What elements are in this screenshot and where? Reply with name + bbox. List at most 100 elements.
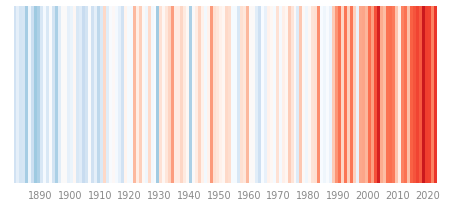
Bar bbox=[231, 6, 234, 183]
Bar bbox=[148, 6, 151, 183]
Bar bbox=[315, 6, 317, 183]
Bar bbox=[374, 6, 377, 183]
Bar bbox=[189, 6, 192, 183]
Text: 1890: 1890 bbox=[28, 191, 53, 201]
Bar bbox=[293, 6, 297, 183]
Bar bbox=[350, 6, 353, 183]
Text: 1900: 1900 bbox=[58, 191, 82, 201]
Bar bbox=[103, 6, 106, 183]
Bar bbox=[368, 6, 371, 183]
Bar bbox=[70, 6, 73, 183]
Bar bbox=[25, 6, 28, 183]
Bar bbox=[398, 6, 401, 183]
Bar bbox=[246, 6, 249, 183]
Bar bbox=[410, 6, 413, 183]
Bar bbox=[198, 6, 201, 183]
Bar bbox=[91, 6, 94, 183]
Bar bbox=[416, 6, 418, 183]
Bar bbox=[264, 6, 267, 183]
Bar bbox=[273, 6, 276, 183]
Bar bbox=[19, 6, 22, 183]
Bar bbox=[267, 6, 270, 183]
Text: 1980: 1980 bbox=[296, 191, 321, 201]
Bar bbox=[377, 6, 380, 183]
Bar bbox=[124, 6, 127, 183]
Bar bbox=[320, 6, 323, 183]
Bar bbox=[32, 6, 34, 183]
Bar bbox=[389, 6, 392, 183]
Bar bbox=[306, 6, 308, 183]
Text: 1930: 1930 bbox=[147, 191, 172, 201]
Bar bbox=[139, 6, 142, 183]
Bar bbox=[433, 6, 436, 183]
Bar bbox=[407, 6, 410, 183]
Bar bbox=[106, 6, 109, 183]
Bar bbox=[17, 6, 19, 183]
Bar bbox=[356, 6, 359, 183]
Bar bbox=[130, 6, 133, 183]
Bar bbox=[279, 6, 282, 183]
Bar bbox=[344, 6, 347, 183]
Bar bbox=[135, 6, 139, 183]
Bar bbox=[347, 6, 350, 183]
Bar bbox=[353, 6, 356, 183]
Bar bbox=[201, 6, 204, 183]
Bar bbox=[216, 6, 219, 183]
Bar bbox=[22, 6, 25, 183]
Bar bbox=[308, 6, 311, 183]
Bar bbox=[183, 6, 186, 183]
Bar bbox=[157, 6, 159, 183]
Bar bbox=[386, 6, 389, 183]
Bar bbox=[418, 6, 422, 183]
Bar bbox=[151, 6, 153, 183]
Bar bbox=[413, 6, 416, 183]
Text: 1950: 1950 bbox=[207, 191, 231, 201]
Bar bbox=[100, 6, 103, 183]
Bar bbox=[422, 6, 425, 183]
Text: 1920: 1920 bbox=[117, 191, 142, 201]
Bar bbox=[121, 6, 124, 183]
Bar bbox=[64, 6, 67, 183]
Bar bbox=[302, 6, 306, 183]
Text: 1970: 1970 bbox=[266, 191, 291, 201]
Bar bbox=[270, 6, 273, 183]
Text: 1910: 1910 bbox=[88, 191, 112, 201]
Bar bbox=[261, 6, 264, 183]
Text: 2020: 2020 bbox=[415, 191, 440, 201]
Bar bbox=[49, 6, 52, 183]
Bar bbox=[243, 6, 246, 183]
Bar bbox=[195, 6, 198, 183]
Bar bbox=[425, 6, 427, 183]
Bar bbox=[332, 6, 335, 183]
Bar bbox=[142, 6, 144, 183]
Bar bbox=[58, 6, 61, 183]
Bar bbox=[329, 6, 332, 183]
Bar bbox=[37, 6, 40, 183]
Bar bbox=[380, 6, 383, 183]
Bar bbox=[207, 6, 210, 183]
Bar bbox=[127, 6, 130, 183]
Bar bbox=[204, 6, 207, 183]
Bar bbox=[79, 6, 82, 183]
Bar bbox=[392, 6, 395, 183]
Bar bbox=[112, 6, 115, 183]
Bar bbox=[237, 6, 240, 183]
Text: 1990: 1990 bbox=[326, 191, 351, 201]
Bar bbox=[14, 6, 17, 183]
Bar bbox=[299, 6, 302, 183]
Bar bbox=[323, 6, 326, 183]
Bar bbox=[118, 6, 121, 183]
Bar bbox=[258, 6, 261, 183]
Bar bbox=[383, 6, 386, 183]
Bar bbox=[431, 6, 433, 183]
Bar bbox=[228, 6, 231, 183]
Bar bbox=[28, 6, 32, 183]
Bar bbox=[192, 6, 195, 183]
Bar bbox=[219, 6, 222, 183]
Text: 2000: 2000 bbox=[356, 191, 380, 201]
Text: 1940: 1940 bbox=[177, 191, 202, 201]
Bar bbox=[255, 6, 258, 183]
Bar bbox=[404, 6, 407, 183]
Bar bbox=[168, 6, 171, 183]
Bar bbox=[73, 6, 76, 183]
